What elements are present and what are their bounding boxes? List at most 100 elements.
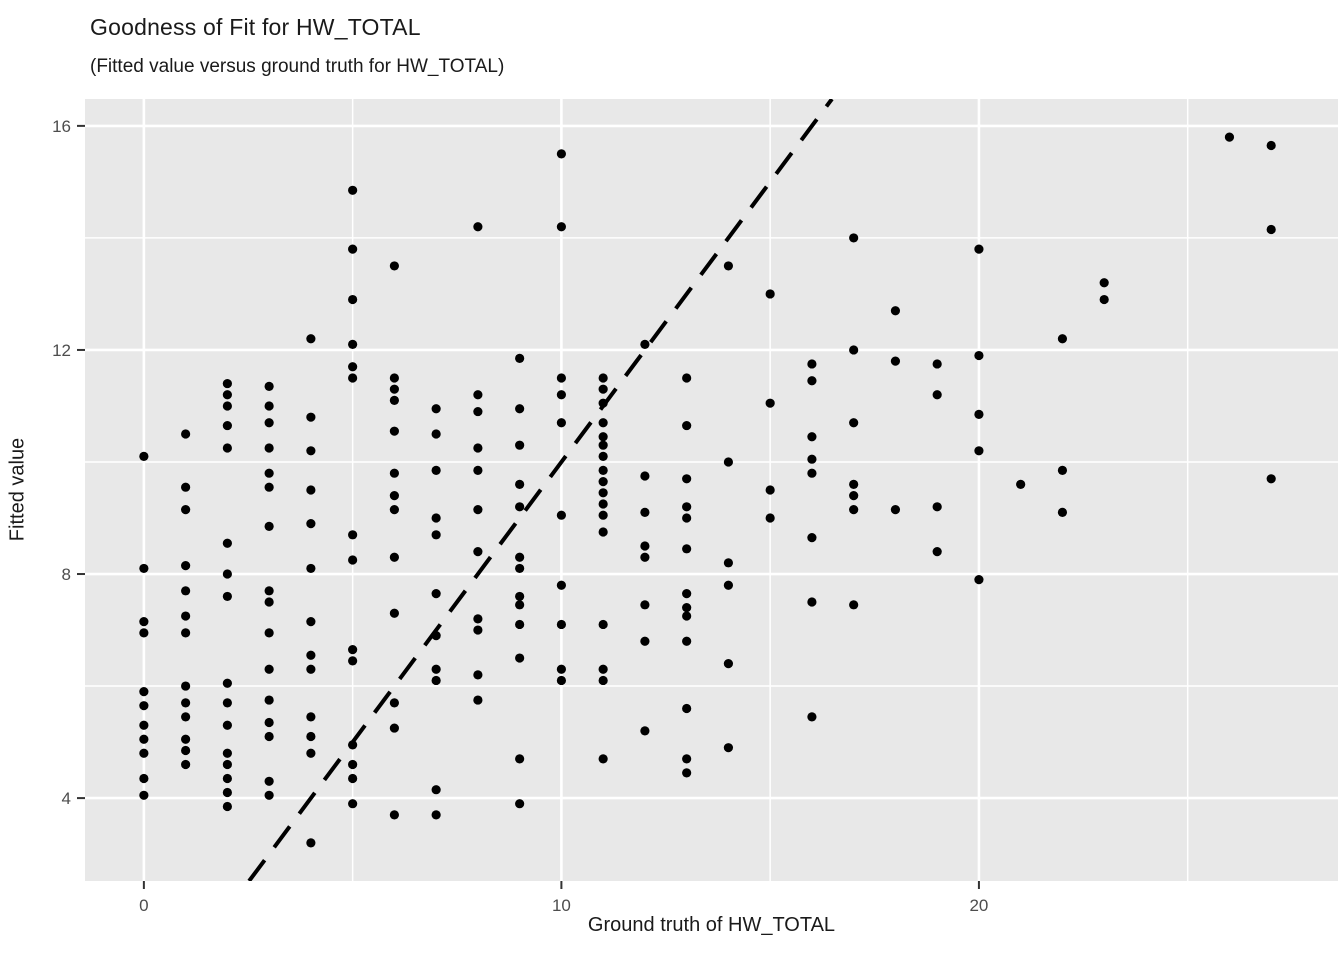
data-point	[139, 628, 149, 638]
data-point	[139, 563, 149, 574]
data-point	[348, 294, 358, 305]
data-point	[222, 773, 232, 784]
data-point	[473, 222, 483, 232]
data-point	[849, 505, 859, 515]
data-point	[598, 675, 608, 686]
data-point	[264, 695, 274, 705]
data-point	[598, 499, 608, 509]
data-point	[264, 776, 274, 786]
data-point	[181, 586, 191, 596]
y-tick-label: 12	[52, 341, 71, 360]
data-point	[556, 149, 566, 159]
data-point	[515, 479, 525, 489]
data-point	[932, 359, 942, 369]
data-point	[807, 359, 817, 369]
data-point	[849, 600, 859, 610]
data-point	[264, 418, 274, 428]
data-point	[181, 561, 191, 571]
x-tick-label: 10	[552, 896, 571, 915]
data-point	[348, 530, 358, 540]
data-point	[765, 398, 775, 408]
data-point	[222, 378, 232, 389]
data-point	[974, 409, 984, 419]
data-point	[473, 390, 483, 400]
data-point	[1057, 507, 1068, 518]
data-point	[932, 390, 942, 400]
data-point	[723, 743, 734, 753]
data-point	[264, 586, 274, 596]
data-point	[890, 356, 901, 366]
data-point	[640, 507, 650, 518]
x-tick-label: 20	[969, 896, 988, 915]
data-point	[640, 541, 650, 551]
data-point	[306, 446, 316, 456]
data-point	[389, 552, 399, 562]
data-point	[306, 664, 316, 674]
data-point	[640, 726, 650, 736]
data-point	[640, 339, 650, 349]
data-point	[598, 398, 608, 408]
data-point	[640, 600, 650, 610]
data-point	[264, 521, 274, 532]
data-point	[682, 768, 692, 778]
x-tick-label: 0	[139, 896, 148, 915]
data-point	[598, 488, 608, 498]
y-tick-label: 16	[52, 117, 71, 136]
data-point	[1266, 140, 1276, 151]
data-point	[389, 384, 399, 394]
data-point	[139, 617, 149, 627]
data-point	[807, 597, 817, 607]
data-point	[222, 538, 232, 548]
data-point	[222, 443, 232, 453]
data-point	[431, 675, 441, 686]
data-point	[682, 544, 692, 554]
data-point	[807, 432, 817, 442]
data-point	[515, 619, 525, 630]
data-point	[222, 787, 232, 798]
data-point	[556, 619, 566, 630]
data-point	[139, 451, 149, 461]
data-point	[515, 502, 525, 512]
data-point	[515, 440, 525, 450]
data-point	[723, 580, 734, 590]
data-point	[682, 373, 692, 383]
data-point	[682, 474, 692, 484]
data-point	[974, 575, 984, 585]
data-point	[348, 740, 358, 750]
data-point	[807, 454, 817, 464]
data-point	[473, 670, 483, 680]
data-point	[222, 420, 232, 431]
data-point	[515, 563, 525, 574]
data-point	[348, 799, 358, 809]
data-point	[431, 404, 441, 414]
data-point	[765, 485, 775, 495]
data-point	[765, 289, 775, 299]
data-point	[139, 734, 149, 744]
data-point	[473, 695, 483, 705]
data-point	[723, 457, 734, 467]
data-point	[389, 261, 399, 271]
data-point	[181, 628, 191, 638]
data-point	[723, 558, 734, 568]
data-point	[181, 712, 191, 722]
chart-title: Goodness of Fit for HW_TOTAL	[90, 14, 421, 40]
data-point	[556, 373, 566, 383]
data-point	[598, 451, 608, 461]
y-tick-label: 8	[62, 565, 71, 584]
data-point	[389, 505, 399, 515]
data-point	[306, 563, 316, 574]
data-point	[264, 443, 274, 453]
data-point	[598, 384, 608, 394]
data-point	[515, 653, 525, 663]
y-axis-title: Fitted value	[6, 437, 29, 542]
data-point	[1266, 224, 1276, 235]
data-point	[139, 748, 149, 758]
data-point	[264, 381, 274, 391]
data-point	[723, 659, 734, 669]
data-point	[1016, 479, 1026, 489]
data-point	[306, 731, 316, 742]
data-point	[389, 810, 399, 820]
data-point	[222, 698, 232, 708]
data-point	[264, 597, 274, 607]
